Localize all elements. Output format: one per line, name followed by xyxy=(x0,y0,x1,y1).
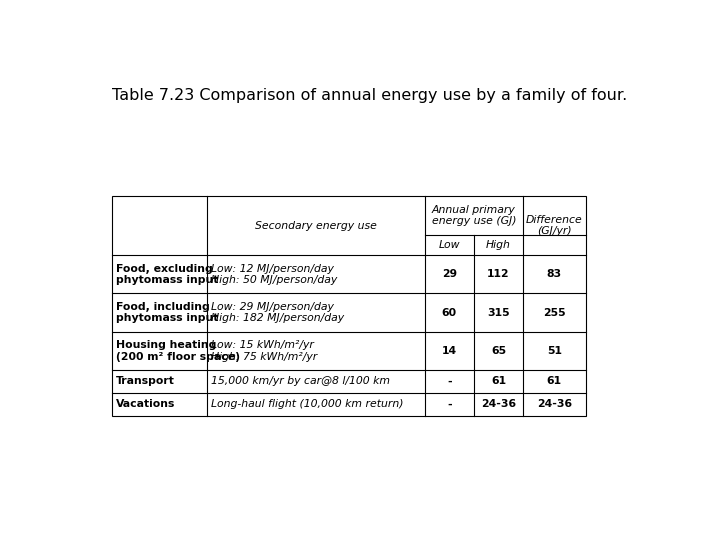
Text: 60: 60 xyxy=(442,308,457,318)
Text: Long-haul flight (10,000 km return): Long-haul flight (10,000 km return) xyxy=(210,399,403,409)
Text: Difference
(GJ/yr): Difference (GJ/yr) xyxy=(526,215,582,237)
Text: Food, excluding
phytomass input: Food, excluding phytomass input xyxy=(116,264,218,285)
Text: High: High xyxy=(486,240,511,250)
Text: -: - xyxy=(447,399,451,409)
Text: -: - xyxy=(447,376,451,387)
Text: 112: 112 xyxy=(487,269,510,279)
Text: 83: 83 xyxy=(546,269,562,279)
Text: 14: 14 xyxy=(442,346,457,356)
Text: Low: 15 kWh/m²/yr
High: 75 kWh/m²/yr: Low: 15 kWh/m²/yr High: 75 kWh/m²/yr xyxy=(210,340,317,362)
Text: 24-36: 24-36 xyxy=(481,399,516,409)
Text: Low: 29 MJ/person/day
High: 182 MJ/person/day: Low: 29 MJ/person/day High: 182 MJ/perso… xyxy=(210,302,343,323)
Text: Transport: Transport xyxy=(116,376,174,387)
Text: 255: 255 xyxy=(543,308,566,318)
Text: 315: 315 xyxy=(487,308,510,318)
Text: 29: 29 xyxy=(442,269,457,279)
Text: Secondary energy use: Secondary energy use xyxy=(255,220,377,231)
Text: Annual primary
energy use (GJ): Annual primary energy use (GJ) xyxy=(432,205,516,226)
Text: Table 7.23 Comparison of annual energy use by a family of four.: Table 7.23 Comparison of annual energy u… xyxy=(112,87,628,103)
Text: 61: 61 xyxy=(491,376,506,387)
Text: Low: 12 MJ/person/day
High: 50 MJ/person/day: Low: 12 MJ/person/day High: 50 MJ/person… xyxy=(210,264,337,285)
Text: 15,000 km/yr by car@8 l/100 km: 15,000 km/yr by car@8 l/100 km xyxy=(210,376,390,387)
Text: 24-36: 24-36 xyxy=(536,399,572,409)
Text: 51: 51 xyxy=(546,346,562,356)
Text: Vacations: Vacations xyxy=(116,399,175,409)
Text: 65: 65 xyxy=(491,346,506,356)
Text: Housing heating
(200 m² floor space): Housing heating (200 m² floor space) xyxy=(116,340,240,362)
Text: Low: Low xyxy=(438,240,460,250)
Text: Food, including
phytomass input: Food, including phytomass input xyxy=(116,302,218,323)
Text: 61: 61 xyxy=(546,376,562,387)
